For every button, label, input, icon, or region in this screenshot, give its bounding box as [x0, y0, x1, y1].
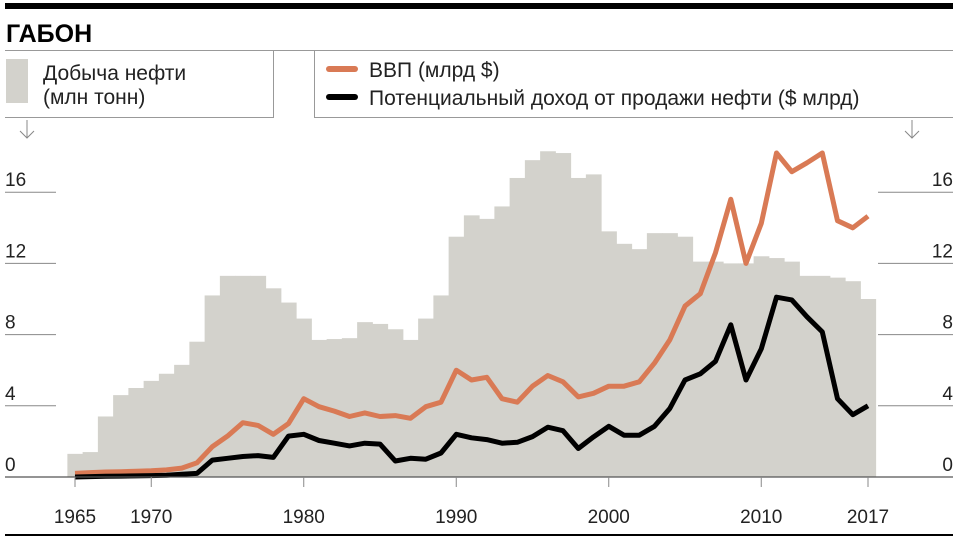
x-tick-label: 1990 [435, 507, 477, 528]
y-tick-label-right: 8 [942, 313, 953, 334]
bar-oil-production-1976 [235, 276, 251, 477]
bar-oil-production-2017 [860, 299, 876, 477]
bar-oil-production-1983 [342, 338, 358, 477]
bar-oil-production-1993 [494, 206, 510, 477]
bar-oil-production-1971 [159, 374, 175, 477]
x-tick-label: 2010 [740, 507, 782, 528]
bar-oil-production-1969 [128, 388, 144, 477]
bar-oil-production-2001 [616, 244, 632, 477]
x-tick-label: 1980 [283, 507, 325, 528]
x-tick-label: 1970 [130, 507, 172, 528]
bar-oil-production-1968 [113, 395, 129, 477]
legend-label-oil-production-unit: (млн тонн) [43, 86, 145, 109]
bar-oil-production-2011 [769, 258, 785, 477]
bar-oil-production-2000 [601, 231, 617, 477]
legend-label-gdp: ВВП (млрд $) [369, 59, 500, 82]
y-tick-label-left: 16 [5, 170, 26, 191]
bar-oil-production-2005 [677, 237, 693, 477]
x-tick-label: 2000 [588, 507, 630, 528]
bar-oil-production-2010 [754, 256, 770, 477]
bar-oil-production-1979 [281, 303, 297, 477]
legend-swatch-oil-production [6, 59, 28, 103]
y-tick-label-right: 4 [942, 384, 953, 405]
bar-oil-production-2002 [632, 249, 648, 477]
y-tick-label-right: 12 [932, 241, 953, 262]
x-tick-label: 2017 [847, 507, 889, 528]
bar-oil-production-2012 [784, 262, 800, 477]
bar-oil-production-1988 [418, 319, 434, 477]
bar-oil-production-1967 [98, 416, 114, 477]
y-tick-label-left: 4 [5, 384, 16, 405]
legend-label-revenue: Потенциальный доход от продажи нефти ($ … [369, 87, 860, 110]
y-tick-label-right: 0 [942, 455, 953, 476]
chart-title: ГАБОН [6, 20, 92, 48]
bar-oil-production-2013 [799, 276, 815, 477]
bar-oil-production-2014 [815, 276, 831, 477]
bar-oil-production-1970 [144, 381, 160, 477]
y-tick-label-left: 0 [5, 455, 16, 476]
arrow-down-icon [905, 120, 919, 138]
bar-oil-production-1975 [220, 276, 236, 477]
bar-oil-production-1998 [571, 178, 587, 477]
top-rule [5, 3, 953, 9]
bar-oil-production-1977 [250, 276, 266, 477]
y-tick-label-left: 8 [5, 313, 16, 334]
bar-oil-production-2016 [845, 281, 861, 477]
x-tick-label: 1965 [54, 507, 96, 528]
y-tick-label-right: 16 [932, 170, 953, 191]
bar-oil-production-1994 [510, 178, 526, 477]
bar-oil-production-2008 [723, 263, 739, 477]
y-tick-label-left: 12 [5, 241, 26, 262]
bar-oil-production-1984 [357, 322, 373, 477]
bar-oil-production-2007 [708, 262, 724, 477]
legend-label-oil-production: Добыча нефти [43, 62, 186, 85]
bar-oil-production-1995 [525, 160, 541, 477]
bar-oil-production-2004 [662, 233, 678, 477]
arrow-down-icon [20, 120, 34, 138]
bar-oil-production-1972 [174, 365, 190, 477]
